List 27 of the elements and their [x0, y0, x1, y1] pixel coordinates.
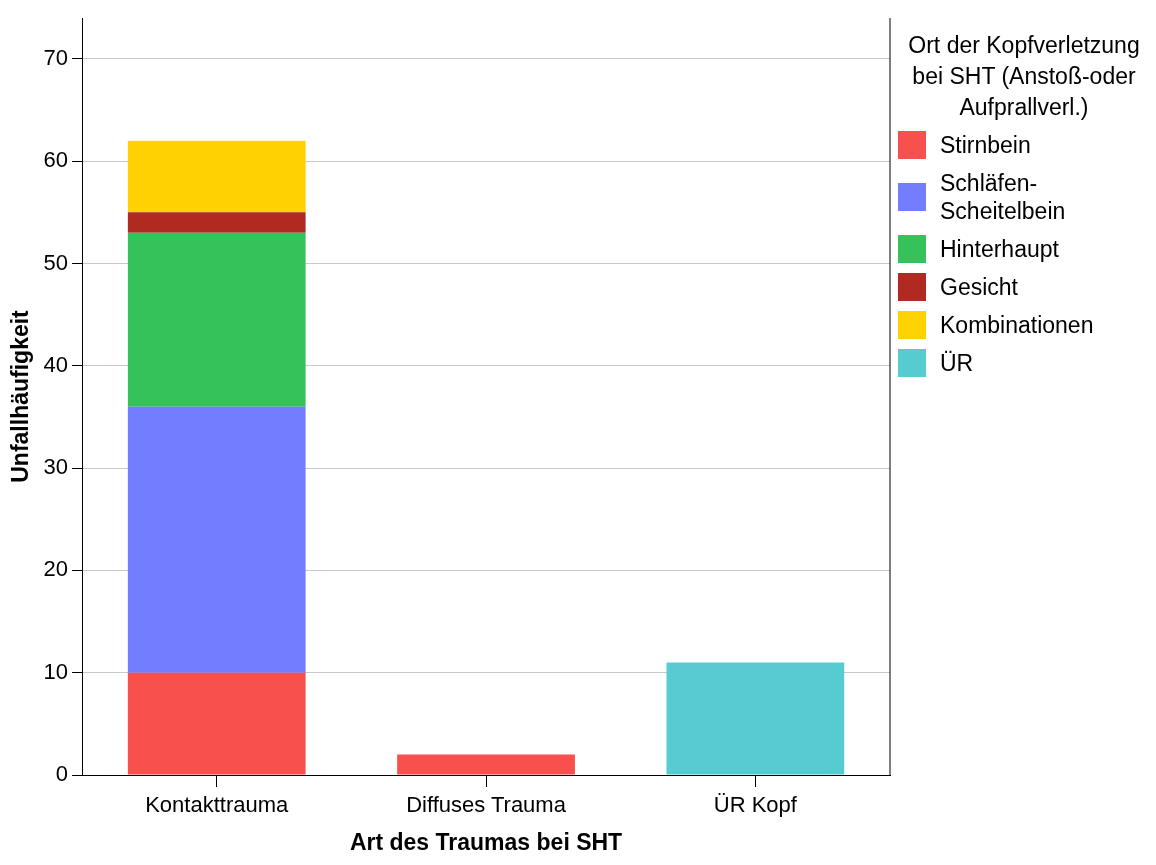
y-tick-label: 50 — [43, 249, 69, 275]
legend-title: Ort der Kopfverletzung bei SHT (Anstoß-oder Aufprallverl.) — [907, 31, 1141, 122]
legend-label: Stirnbein — [940, 131, 1032, 159]
x-tick-label: Kontakttrauma — [145, 792, 290, 818]
bar — [127, 406, 306, 673]
legend-label: ÜR — [940, 349, 975, 377]
x-axis-title: Art des Traumas bei SHT — [349, 828, 623, 855]
bar — [666, 662, 845, 775]
y-tick-label: 20 — [43, 556, 69, 582]
bar — [127, 672, 306, 775]
y-axis-title: Unfallhäufigkeit — [7, 309, 34, 483]
bar — [127, 212, 306, 233]
y-tick-label: 60 — [43, 147, 69, 173]
y-tick-label: 40 — [43, 351, 69, 377]
y-tick-label: 10 — [43, 658, 69, 684]
legend-label: Schläfen-Scheitelbein — [940, 169, 1067, 225]
legend-label: Hinterhaupt — [940, 235, 1060, 263]
bar — [127, 232, 306, 407]
y-tick-label: 70 — [43, 44, 69, 70]
x-tick-label: ÜR Kopf — [713, 792, 798, 818]
legend-label: Kombinationen — [940, 311, 1095, 339]
bar — [127, 140, 306, 213]
x-tick-label: Diffuses Trauma — [406, 792, 567, 818]
y-tick-label: 30 — [43, 454, 69, 480]
bar — [397, 754, 575, 775]
y-tick-label: 0 — [55, 761, 69, 787]
legend-label: Gesicht — [940, 273, 1019, 301]
